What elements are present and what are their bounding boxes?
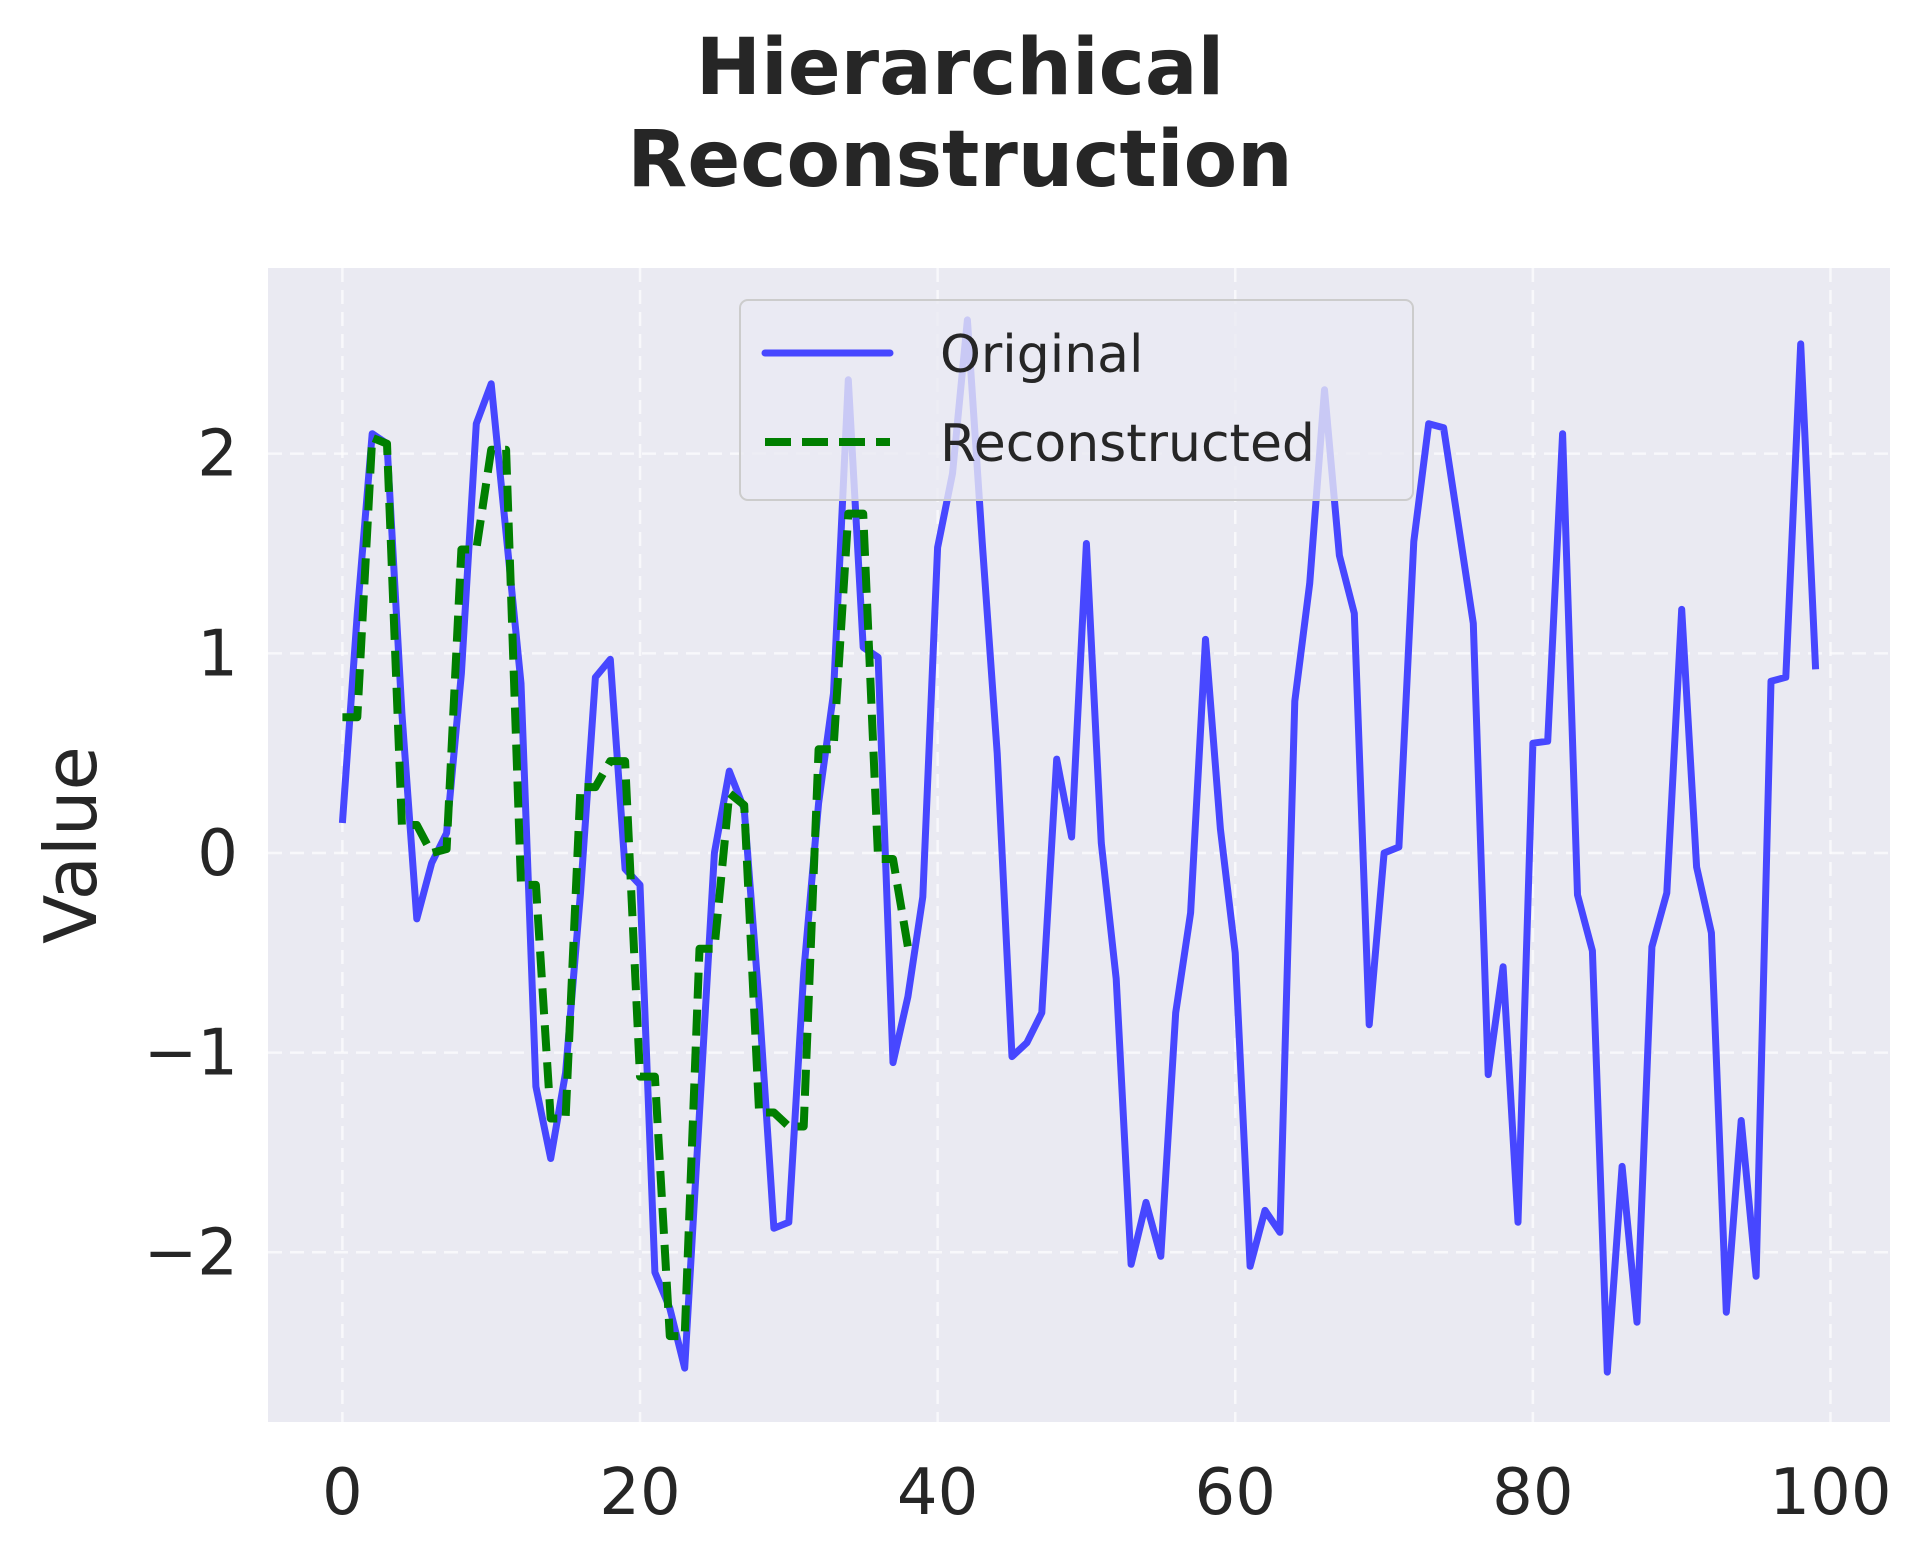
x-tick-label: 0 (322, 1456, 363, 1530)
x-tick-label: 20 (599, 1456, 680, 1530)
x-tick-label: 60 (1195, 1456, 1276, 1530)
grid-lines (268, 268, 1890, 1422)
y-tick-label: 2 (197, 418, 238, 492)
y-axis-label: Value (29, 746, 113, 944)
legend: Original Reconstructed (739, 299, 1414, 501)
original-legend-label: Original (940, 325, 1143, 385)
y-tick-label: 1 (197, 617, 238, 691)
y-tick-label: −1 (144, 1017, 238, 1091)
axis-ticks: 0 20 40 60 80 100 −2 −1 0 1 2 (144, 418, 1892, 1530)
y-tick-label: −2 (144, 1216, 238, 1290)
x-tick-label: 100 (1769, 1456, 1891, 1530)
y-tick-label: 0 (197, 817, 238, 891)
x-tick-label: 40 (897, 1456, 978, 1530)
legend-box (739, 299, 1414, 501)
series-lines (338, 316, 1820, 1376)
chart-title-line2: Reconstruction (627, 115, 1293, 205)
chart-title: Hierarchical Reconstruction (0, 22, 1920, 206)
chart-title-line1: Hierarchical (695, 23, 1225, 113)
x-tick-label: 80 (1492, 1456, 1573, 1530)
reconstructed-legend-label: Reconstructed (940, 414, 1315, 474)
reconstructed-series-line (342, 433, 912, 1341)
